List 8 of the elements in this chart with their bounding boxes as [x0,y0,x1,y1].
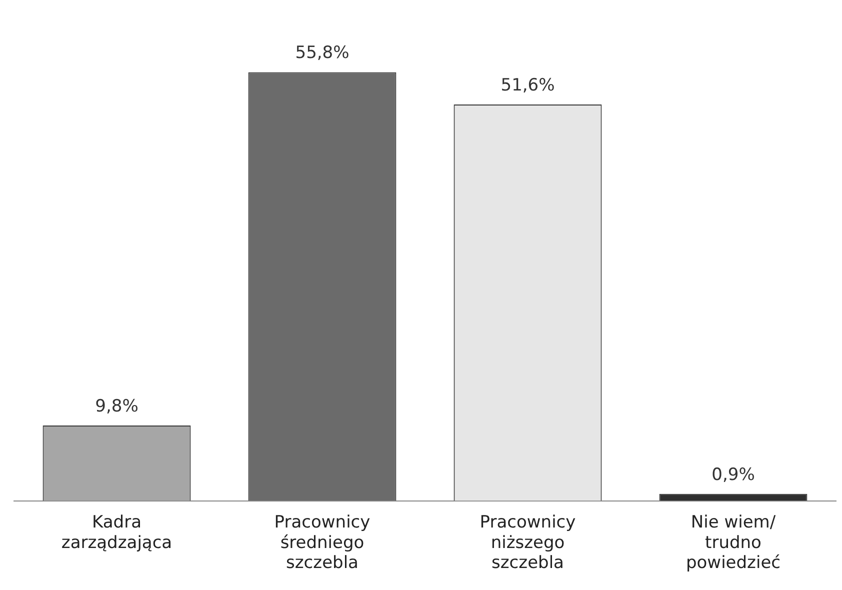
x-tick-label: Kadra zarządzająca [61,512,172,553]
x-tick-label: Nie wiem/ trudno powiedzieć [686,512,781,574]
data-label: 51,6% [500,75,555,96]
data-label: 9,8% [95,396,138,416]
data-label: 0,9% [712,464,755,485]
data-label: 55,8% [295,43,350,64]
x-tick-label: Pracownicy niższego szczebla [480,512,576,574]
x-tick-label: Pracownicy średniego szczebla [274,512,370,574]
